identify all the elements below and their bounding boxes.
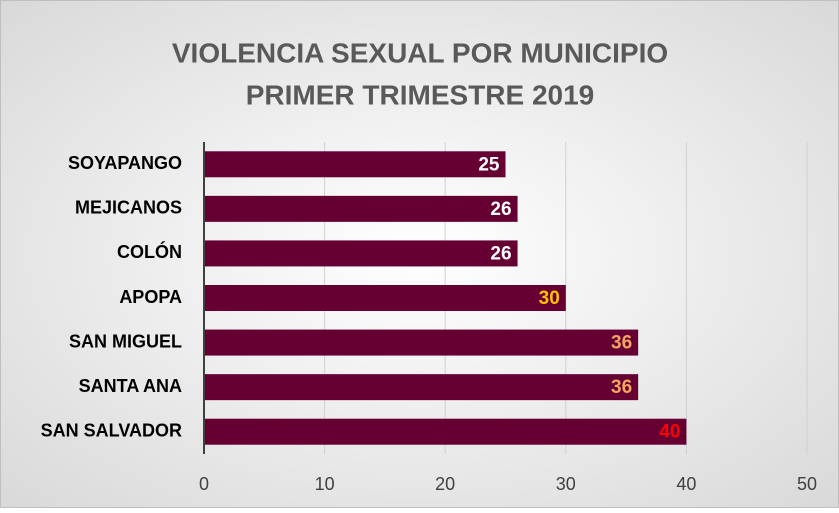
y-tick-label: APOPA [119,287,182,307]
chart-title: VIOLENCIA SEXUAL POR MUNICIPIO [172,37,668,68]
y-tick-label: COLÓN [117,241,182,262]
x-tick-label: 10 [315,474,335,494]
y-tick-label: SANTA ANA [79,376,182,396]
bar [204,240,518,267]
y-tick-label: SOYAPANGO [68,153,182,173]
value-label: 36 [611,333,632,354]
x-tick-label: 40 [676,474,696,494]
bar [204,285,566,311]
x-tick-label: 0 [199,474,209,494]
x-tick-label: 20 [435,474,455,494]
value-label: 40 [659,422,680,443]
bar [204,195,518,222]
y-tick-label: MEJICANOS [75,198,182,218]
value-label: 25 [478,154,500,175]
bar [204,418,687,445]
bar [204,151,506,178]
value-label: 30 [539,288,560,309]
y-tick-label: SAN MIGUEL [69,331,182,351]
value-label: 26 [490,243,511,264]
chart-title: PRIMER TRIMESTRE 2019 [246,79,595,110]
x-tick-label: 50 [797,474,817,494]
bar [204,374,639,401]
value-label: 26 [490,199,511,220]
value-label: 36 [611,377,632,398]
bar [204,329,639,356]
y-tick-label: SAN SALVADOR [41,420,182,440]
x-tick-label: 30 [556,474,576,494]
